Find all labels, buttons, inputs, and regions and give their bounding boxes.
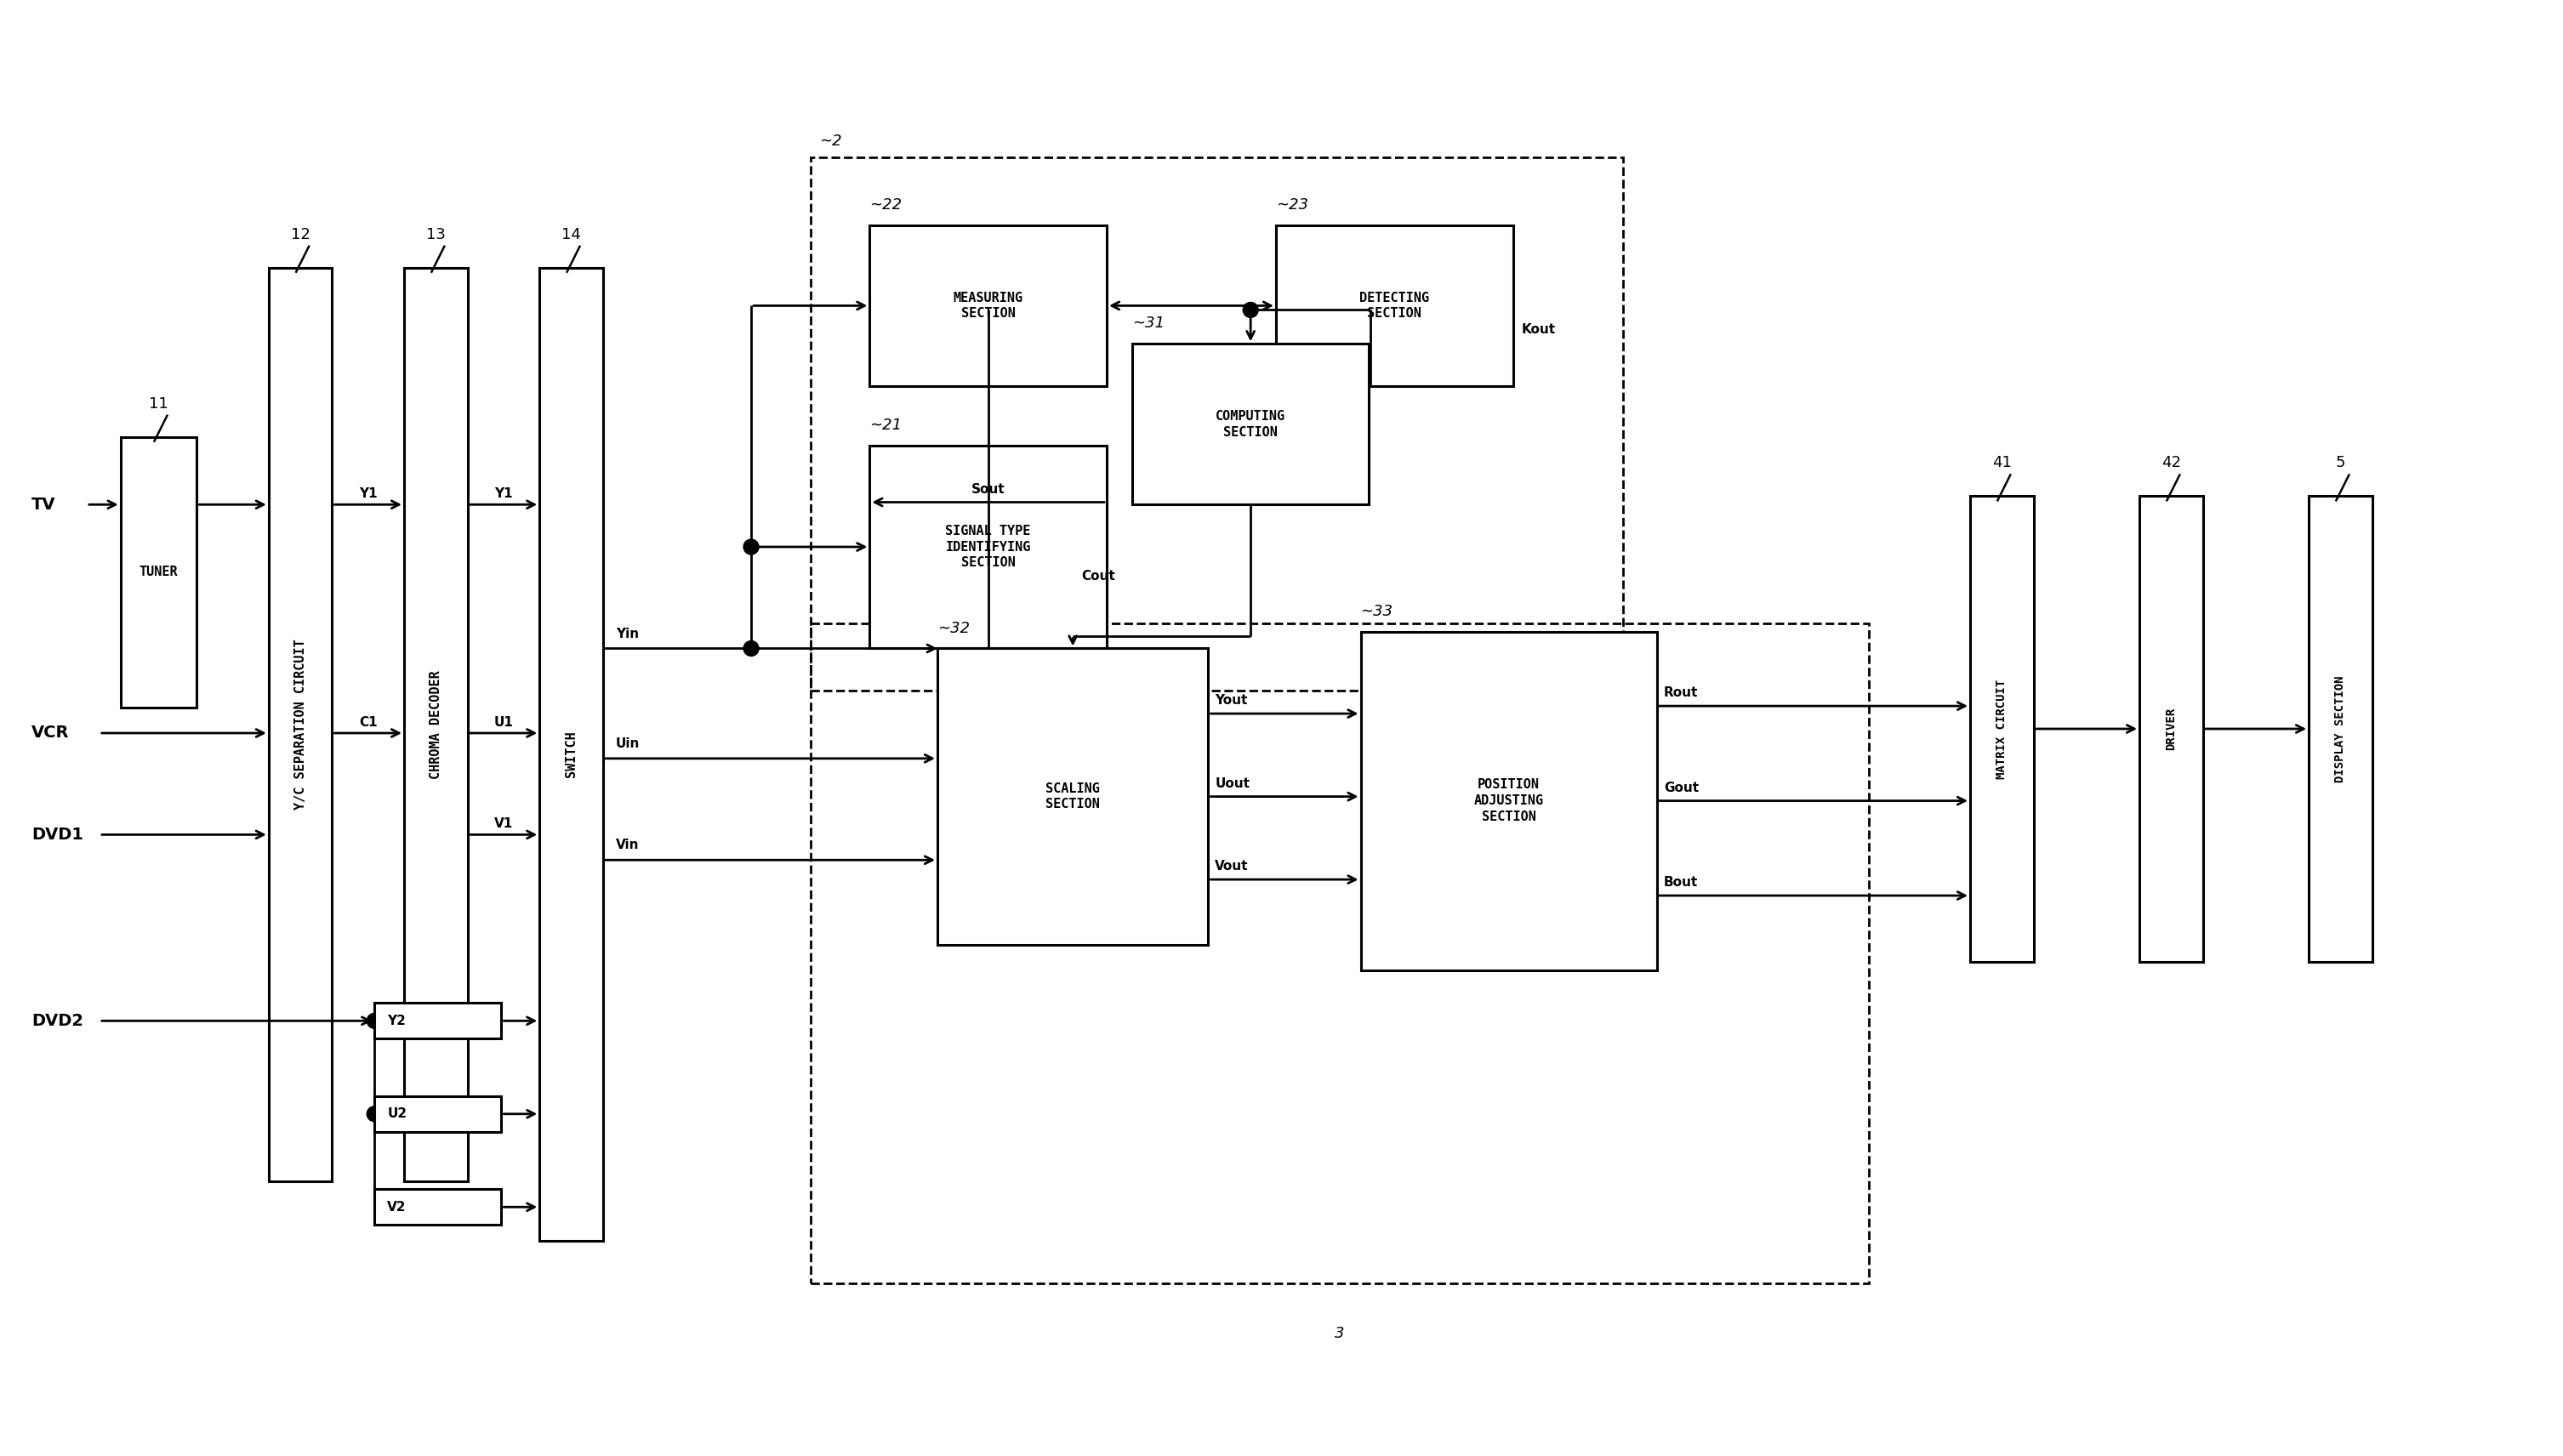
Text: ∼32: ∼32 [938, 620, 969, 636]
Text: U1: U1 [495, 716, 513, 729]
Text: V1: V1 [495, 818, 513, 830]
Text: VCR: VCR [31, 725, 69, 741]
Bar [120, 437, 197, 708]
Text: DISPLAY SECTION: DISPLAY SECTION [2335, 676, 2348, 782]
Text: Y1: Y1 [495, 488, 513, 501]
Text: V2: V2 [387, 1201, 408, 1213]
Text: ∼23: ∼23 [1276, 197, 1310, 213]
Text: MATRIX CIRCUIT: MATRIX CIRCUIT [1997, 678, 2007, 779]
Bar [810, 623, 1868, 1283]
Text: ∼31: ∼31 [1133, 316, 1164, 331]
Bar [1276, 226, 1512, 386]
Text: Yin: Yin [615, 628, 638, 641]
Bar [938, 648, 1207, 945]
Text: SCALING
SECTION: SCALING SECTION [1046, 782, 1100, 811]
Text: ∼2: ∼2 [820, 134, 841, 149]
Bar [1971, 496, 2032, 961]
Text: Vout: Vout [1215, 860, 1248, 872]
Text: CHROMA DECODER: CHROMA DECODER [431, 670, 443, 779]
Text: ∼22: ∼22 [869, 197, 902, 213]
Bar [405, 268, 466, 1182]
Bar [2140, 496, 2204, 961]
Text: 11: 11 [149, 396, 169, 412]
Text: 12: 12 [290, 227, 310, 242]
Text: DRIVER: DRIVER [2166, 708, 2176, 750]
Text: 41: 41 [1991, 456, 2012, 470]
Text: C1: C1 [359, 716, 377, 729]
Bar [869, 226, 1107, 386]
Text: Y2: Y2 [387, 1015, 405, 1026]
Circle shape [743, 539, 759, 555]
Text: SIGNAL TYPE
IDENTIFYING
SECTION: SIGNAL TYPE IDENTIFYING SECTION [946, 524, 1030, 569]
Bar [1361, 632, 1656, 970]
Bar [869, 446, 1107, 648]
Text: POSITION
ADJUSTING
SECTION: POSITION ADJUSTING SECTION [1474, 779, 1543, 823]
Text: 5: 5 [2335, 456, 2345, 470]
Text: Gout: Gout [1663, 782, 1699, 794]
Text: 3: 3 [1335, 1325, 1346, 1341]
Text: 14: 14 [561, 227, 582, 242]
Text: Sout: Sout [971, 483, 1005, 495]
Text: COMPUTING
SECTION: COMPUTING SECTION [1215, 411, 1287, 438]
Text: SWITCH: SWITCH [564, 731, 577, 778]
Text: Bout: Bout [1663, 877, 1697, 888]
Text: TUNER: TUNER [138, 566, 177, 578]
Bar [2309, 496, 2373, 961]
Bar [374, 1096, 502, 1131]
Bar [269, 268, 333, 1182]
Text: Uin: Uin [615, 737, 641, 750]
Text: Cout: Cout [1082, 571, 1115, 582]
Text: ∼33: ∼33 [1361, 604, 1394, 619]
Circle shape [367, 1107, 382, 1121]
Text: TV: TV [31, 496, 56, 513]
Text: DVD1: DVD1 [31, 827, 85, 843]
Bar [374, 1003, 502, 1038]
Text: Vin: Vin [615, 839, 638, 852]
Text: 13: 13 [425, 227, 446, 242]
Text: Kout: Kout [1522, 323, 1556, 336]
Text: 42: 42 [2161, 456, 2181, 470]
Bar [810, 157, 1622, 690]
Text: DVD2: DVD2 [31, 1013, 85, 1029]
Text: U2: U2 [387, 1108, 408, 1120]
Circle shape [1243, 303, 1258, 317]
Text: Y/C SEPARATION CIRCUIT: Y/C SEPARATION CIRCUIT [295, 639, 308, 810]
Text: Yout: Yout [1215, 695, 1248, 706]
Bar [1133, 344, 1369, 505]
Circle shape [743, 641, 759, 657]
Text: MEASURING
SECTION: MEASURING SECTION [953, 291, 1023, 320]
Text: Uout: Uout [1215, 778, 1251, 789]
Text: Y1: Y1 [359, 488, 377, 501]
Text: Rout: Rout [1663, 686, 1699, 699]
Bar [374, 1190, 502, 1224]
Text: DETECTING
SECTION: DETECTING SECTION [1358, 291, 1430, 320]
Circle shape [367, 1013, 382, 1028]
Bar [541, 268, 602, 1241]
Text: ∼21: ∼21 [869, 418, 902, 432]
